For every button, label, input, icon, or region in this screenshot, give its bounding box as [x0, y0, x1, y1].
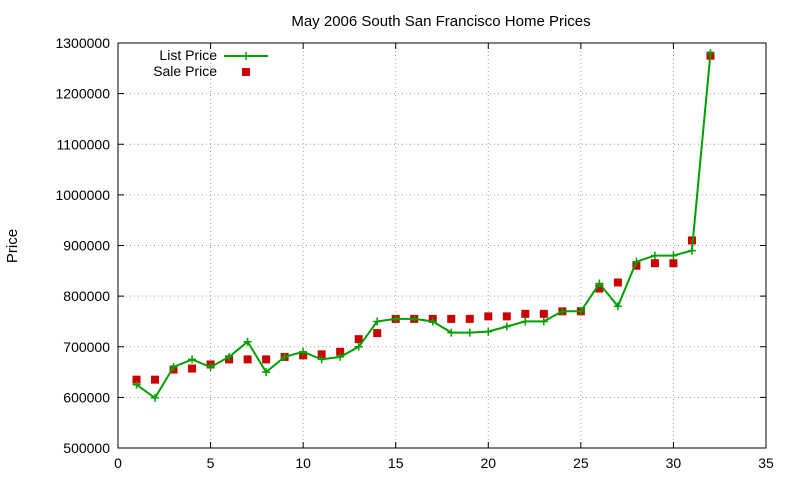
- list-price-point: [428, 317, 437, 326]
- x-tick-label: 30: [666, 455, 682, 471]
- y-tick-label: 700000: [63, 339, 110, 355]
- list-price-point: [410, 314, 419, 323]
- x-tick-label: 5: [207, 455, 215, 471]
- y-tick-label: 600000: [63, 389, 110, 405]
- axis-ticks: [118, 43, 766, 448]
- y-tick-label: 500000: [63, 440, 110, 456]
- sale-price-point: [595, 284, 604, 293]
- series-layer: [132, 49, 715, 402]
- list-price-point: [243, 337, 252, 346]
- list-price-point: [336, 352, 345, 361]
- list-price-point: [262, 368, 271, 377]
- sale-price-point: [373, 329, 382, 338]
- sale-price-point: [521, 309, 530, 318]
- list-price-point: [706, 49, 715, 58]
- legend-marker-list-price: [242, 52, 250, 60]
- sale-price-point: [613, 278, 622, 287]
- grid-lines: [118, 43, 766, 448]
- list-price-point: [502, 322, 511, 331]
- list-price-point: [169, 363, 178, 371]
- list-price-point: [206, 363, 215, 371]
- y-tick-label: 1000000: [55, 187, 110, 203]
- legend-label-sale-price: Sale Price: [153, 63, 217, 79]
- list-price-point: [151, 393, 160, 402]
- sale-price-point: [188, 364, 197, 373]
- list-price-line: [135, 53, 712, 400]
- sale-price-point: [336, 347, 345, 356]
- list-price-point: [299, 347, 308, 356]
- y-tick-label: 800000: [63, 288, 110, 304]
- sale-price-point: [484, 312, 493, 321]
- y-tick-label: 1200000: [55, 86, 110, 102]
- list-price-point: [465, 328, 474, 337]
- list-price-point: [595, 279, 604, 288]
- list-price-point: [354, 342, 363, 351]
- sale-price-point: [465, 314, 474, 323]
- list-price-point: [132, 380, 141, 389]
- list-price-point: [280, 352, 289, 361]
- chart-title: May 2006 South San Francisco Home Prices: [291, 13, 590, 30]
- x-tick-labels: 0 5 10 15 20 25 30 35: [114, 455, 774, 471]
- sale-price-point: [502, 312, 511, 321]
- x-tick-label: 20: [480, 455, 496, 471]
- sale-price-point: [151, 375, 160, 384]
- list-price-point: [373, 317, 382, 326]
- sale-price-point: [262, 355, 271, 364]
- list-price-point: [576, 307, 585, 316]
- y-tick-labels: 500000 600000 700000 800000 900000 1000000 110…: [55, 35, 110, 456]
- list-price-point: [484, 327, 493, 336]
- x-tick-label: 25: [573, 455, 589, 471]
- list-price-point: [669, 251, 678, 260]
- sale-price-point: [539, 309, 548, 318]
- list-price-point: [650, 251, 659, 260]
- legend: List Price Sale Price: [153, 47, 268, 79]
- sale-price-point: [447, 314, 456, 323]
- y-tick-label: 900000: [63, 238, 110, 254]
- x-tick-label: 0: [114, 455, 122, 471]
- list-price-point: [225, 352, 234, 361]
- y-tick-label: 1300000: [55, 35, 110, 51]
- sale-price-point: [354, 335, 363, 344]
- list-price-point: [317, 355, 326, 364]
- list-price-point: [188, 355, 197, 364]
- legend-entry-list-price: List Price: [159, 47, 268, 63]
- list-price-point: [539, 317, 548, 326]
- y-axis-label: Price: [4, 229, 21, 263]
- sale-price-point: [132, 375, 141, 384]
- sale-price-point: [669, 259, 678, 268]
- list-price-point: [632, 257, 641, 266]
- list-price-point: [613, 302, 622, 311]
- sale-price-point: [243, 355, 252, 364]
- x-tick-label: 10: [295, 455, 311, 471]
- sale-price-point: [650, 259, 659, 268]
- list-price-point: [447, 328, 456, 337]
- sale-price-point: [317, 350, 326, 359]
- list-price-point: [521, 317, 530, 326]
- x-tick-label: 35: [758, 455, 774, 471]
- x-tick-label: 15: [388, 455, 404, 471]
- list-price-point: [687, 246, 696, 255]
- list-price-point: [391, 314, 400, 323]
- list-price-point: [558, 307, 567, 316]
- legend-label-list-price: List Price: [159, 47, 217, 63]
- legend-entry-sale-price: Sale Price: [153, 63, 250, 79]
- y-tick-label: 1100000: [57, 136, 111, 152]
- sale-price-point: [632, 261, 641, 270]
- legend-marker-sale-price: [242, 68, 250, 76]
